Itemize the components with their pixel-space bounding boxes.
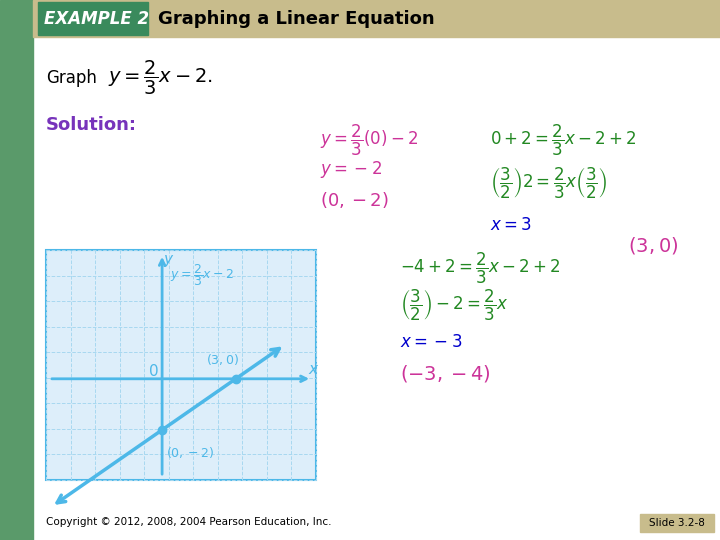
Text: $\left(\dfrac{3}{2}\right)2 = \dfrac{2}{3}x\left(\dfrac{3}{2}\right)$: $\left(\dfrac{3}{2}\right)2 = \dfrac{2}{… <box>490 165 608 200</box>
Bar <box>33 0 720 37</box>
Text: $y = \dfrac{2}{3}(0) - 2$: $y = \dfrac{2}{3}(0) - 2$ <box>320 123 418 158</box>
Text: $x$: $x$ <box>308 362 320 377</box>
Text: $(0, -2)$: $(0, -2)$ <box>320 190 389 210</box>
Text: $y = \dfrac{2}{3}x - 2.$: $y = \dfrac{2}{3}x - 2.$ <box>108 59 213 97</box>
Text: $y$: $y$ <box>163 253 175 269</box>
Text: Solution:: Solution: <box>46 116 137 134</box>
Text: $x = 3$: $x = 3$ <box>490 216 532 234</box>
Text: Graph: Graph <box>46 69 97 87</box>
Text: $x = -3$: $x = -3$ <box>400 333 462 351</box>
Text: Copyright © 2012, 2008, 2004 Pearson Education, Inc.: Copyright © 2012, 2008, 2004 Pearson Edu… <box>46 517 331 527</box>
Text: EXAMPLE 2: EXAMPLE 2 <box>44 10 149 28</box>
Text: $0 + 2 = \dfrac{2}{3}x - 2 + 2$: $0 + 2 = \dfrac{2}{3}x - 2 + 2$ <box>490 123 637 158</box>
Text: $0$: $0$ <box>148 363 158 379</box>
Text: $y = -2$: $y = -2$ <box>320 159 382 180</box>
Bar <box>46 250 316 480</box>
Text: $y = \dfrac{2}{3}x - 2$: $y = \dfrac{2}{3}x - 2$ <box>170 262 234 288</box>
Text: $(3, 0)$: $(3, 0)$ <box>628 234 678 255</box>
Text: $(0, -2)$: $(0, -2)$ <box>166 445 215 460</box>
Bar <box>640 514 714 532</box>
Text: Slide 3.2-8: Slide 3.2-8 <box>649 518 705 528</box>
Text: $(3, 0)$: $(3, 0)$ <box>206 352 239 367</box>
Bar <box>38 2 148 35</box>
Text: Graphing a Linear Equation: Graphing a Linear Equation <box>158 10 435 28</box>
Text: $\left(\dfrac{3}{2}\right) - 2 = \dfrac{2}{3}x$: $\left(\dfrac{3}{2}\right) - 2 = \dfrac{… <box>400 287 508 322</box>
Bar <box>0 0 33 540</box>
Text: $-4 + 2 = \dfrac{2}{3}x - 2 + 2$: $-4 + 2 = \dfrac{2}{3}x - 2 + 2$ <box>400 251 561 286</box>
Text: $(-3, -4)$: $(-3, -4)$ <box>400 362 490 383</box>
